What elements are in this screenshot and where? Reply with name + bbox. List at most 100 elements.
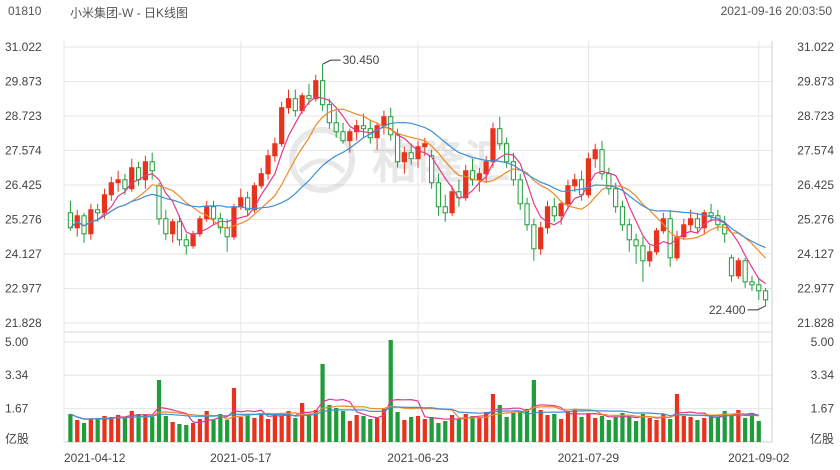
candle-body	[115, 179, 121, 184]
candle-body	[347, 131, 353, 142]
volume-bar	[415, 416, 421, 442]
candle-body	[585, 158, 592, 196]
volume-bar	[272, 414, 277, 442]
candle-body	[292, 98, 298, 112]
candle-body	[244, 197, 251, 211]
volume-bar	[545, 415, 550, 442]
volume-bar	[640, 414, 646, 442]
candle-body	[360, 125, 367, 130]
volume-bar	[579, 417, 584, 442]
candle-body	[578, 179, 585, 196]
candle-body	[647, 251, 653, 262]
candle-body	[176, 221, 183, 241]
volume-bar	[300, 403, 305, 442]
price-tick-right: 22.977	[797, 282, 834, 296]
date-tick: 2021-06-23	[387, 451, 449, 465]
volume-bar	[409, 417, 414, 442]
candle-body	[681, 224, 687, 238]
volume-bar	[320, 364, 325, 442]
candle-body	[101, 194, 108, 214]
volume-bar	[668, 419, 673, 442]
candle-body	[401, 152, 407, 163]
stock-title: 小米集团-W - 日K线图	[70, 6, 188, 20]
volume-bar	[102, 416, 107, 442]
volume-bar	[116, 415, 121, 442]
price-tick-right: 28.723	[797, 109, 834, 123]
volume-bar	[531, 380, 536, 442]
volume-bar	[231, 388, 237, 442]
candle-body	[285, 98, 292, 109]
volume-bar	[197, 419, 203, 442]
candle-body	[340, 131, 346, 142]
candle-body	[142, 161, 148, 181]
candle-body	[422, 143, 428, 148]
candle-body	[531, 224, 537, 250]
volume-tick-right: 5.00	[811, 335, 835, 349]
candle-body	[415, 146, 421, 160]
volume-ma-lines	[70, 398, 759, 424]
volume-bar	[122, 418, 128, 442]
volume-bar	[204, 411, 209, 442]
candle-body	[388, 116, 394, 136]
volume-bar	[252, 418, 257, 442]
volume-bar	[279, 416, 284, 442]
volume-bar	[361, 416, 366, 442]
candle-body	[762, 290, 769, 301]
volume-bar	[497, 405, 502, 442]
candle-body	[258, 173, 264, 187]
candle-body	[306, 95, 312, 100]
candle-body	[613, 188, 619, 208]
volume-bar	[374, 418, 380, 442]
candle-body	[551, 206, 557, 217]
candle-body	[633, 239, 639, 247]
volume-bar	[511, 413, 516, 442]
candle-body	[469, 170, 476, 181]
candle-body	[381, 116, 387, 127]
price-tick-left: 26.425	[5, 178, 42, 192]
volume-bar	[708, 415, 714, 442]
candle-body	[394, 134, 401, 163]
annotations: 30.450 22.400	[322, 53, 766, 317]
volume-tick-left: 1.67	[5, 402, 29, 416]
axes: 31.022 31.022 29.873 29.873 28.723 28.723 27.5…	[5, 40, 834, 465]
volume-bar	[743, 418, 748, 442]
volume-bar	[681, 416, 686, 442]
volume-bar	[559, 419, 564, 442]
candle-body	[701, 212, 707, 229]
volume-ma5-line	[70, 398, 759, 424]
volume-unit-left: 亿股	[5, 431, 29, 446]
candle-body	[333, 122, 339, 133]
volume-bar	[606, 420, 611, 442]
price-tick-right: 24.127	[797, 247, 834, 261]
candle-body	[749, 281, 755, 286]
price-tick-right: 21.828	[797, 316, 834, 330]
volume-bar	[306, 414, 312, 442]
volume-bar	[504, 417, 509, 442]
volume-bar	[340, 411, 346, 442]
candle-body	[251, 185, 258, 211]
candle-body	[122, 179, 128, 190]
volume-bar	[170, 422, 175, 442]
price-tick-left: 29.873	[5, 74, 42, 88]
volume-bar	[238, 417, 243, 442]
high-label: 30.450	[343, 53, 380, 67]
volume-bar	[552, 414, 557, 442]
volume-bar	[163, 416, 168, 442]
volume-bar	[702, 418, 707, 442]
volume-tick-left: 5.00	[5, 335, 29, 349]
price-tick-right: 27.574	[797, 144, 834, 158]
candle-body	[667, 218, 673, 259]
volume-bar	[75, 420, 80, 442]
volume-bar	[422, 419, 427, 442]
candle-body	[204, 206, 210, 220]
candle-body	[238, 197, 244, 208]
low-label: 22.400	[709, 303, 746, 317]
candle-body	[524, 203, 530, 226]
price-tick-left: 24.127	[5, 247, 42, 261]
volume-bar	[443, 421, 448, 442]
date-tick: 2021-05-17	[210, 451, 272, 465]
candle-body	[231, 206, 237, 238]
candle-body	[463, 170, 469, 199]
volume-bar	[225, 420, 230, 442]
volume-bar	[586, 413, 591, 442]
